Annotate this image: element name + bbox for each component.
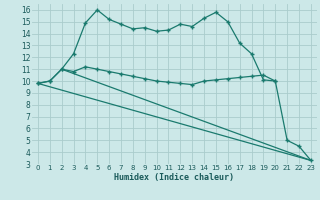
X-axis label: Humidex (Indice chaleur): Humidex (Indice chaleur) [115, 173, 234, 182]
